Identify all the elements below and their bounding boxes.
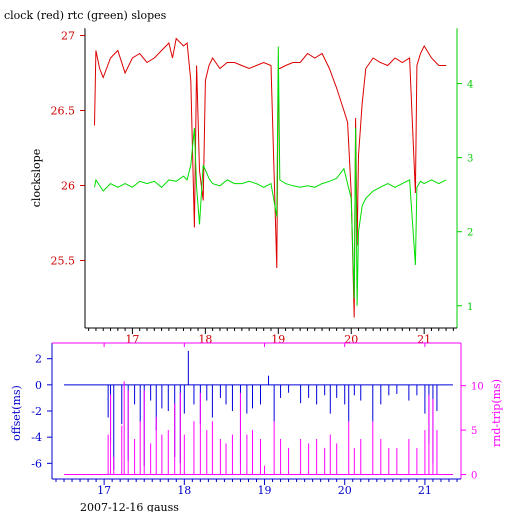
y-left-tick-label: -4 (31, 431, 42, 444)
x-tick-label: 17 (125, 333, 139, 346)
y-right-tick-label: 0 (471, 471, 477, 482)
x-axis-label: 2007-12-16 gauss (80, 501, 179, 512)
y-right-tick-label: 5 (471, 426, 477, 437)
y-left-tick-label: -2 (31, 405, 42, 418)
y-left-tick-label: 25.5 (51, 255, 76, 268)
y-right-tick-label: 2 (467, 228, 473, 239)
x-tick-label: 21 (417, 333, 431, 346)
y-left-tick-label: 0 (35, 379, 42, 392)
x-tick-label: 20 (338, 484, 352, 497)
x-tick-label: 19 (271, 333, 285, 346)
x-tick-label: 19 (258, 484, 272, 497)
y-axis-label: offset(ms) (10, 385, 23, 441)
y-left-tick-label: 26.5 (51, 105, 76, 118)
series-clock-line (94, 37, 447, 318)
chart-title: clock (red) rtc (green) slopes (4, 9, 167, 22)
y-right-tick-label: 1 (467, 302, 473, 313)
y-axis-label: clockslope (30, 149, 43, 207)
y-right-tick-label: 4 (467, 80, 473, 91)
top-panel: 17 18 19 20 21 25.5 26 26.5 27 1 2 3 4 clockslope (30, 27, 473, 346)
y-left-tick-label: -6 (31, 457, 42, 470)
x-tick-label: 20 (344, 333, 358, 346)
y-right-tick-label: 3 (467, 154, 473, 165)
y-left-tick-label: 26 (61, 180, 75, 193)
x-tick-label: 17 (97, 484, 111, 497)
x-tick-label: 18 (198, 333, 212, 346)
x-tick-label: 18 (177, 484, 191, 497)
x-tick-label: 21 (418, 484, 432, 497)
y-left-tick-label: 2 (35, 353, 42, 366)
y-left-tick-label: 27 (61, 30, 75, 43)
series-rtc-line (94, 46, 447, 306)
y-right-axis-label: rnd-trip(ms) (490, 379, 503, 447)
y-right-tick-label: 10 (471, 382, 484, 393)
